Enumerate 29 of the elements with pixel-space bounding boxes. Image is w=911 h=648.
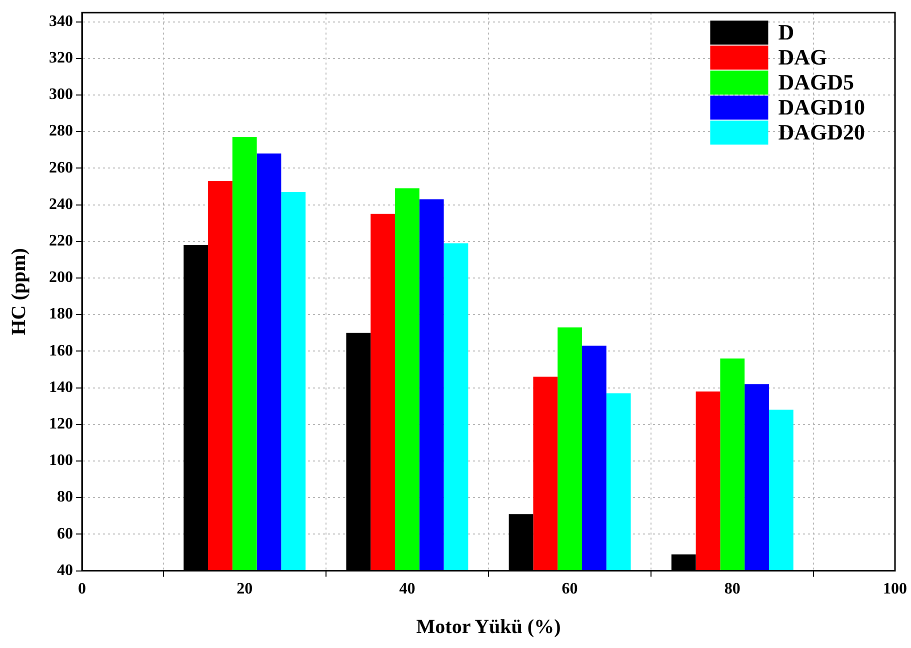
y-tick-label: 100 [49, 452, 73, 470]
y-tick-label: 280 [49, 122, 73, 140]
y-tick-label: 340 [49, 12, 73, 30]
x-tick-label: 20 [236, 580, 253, 598]
y-tick-label: 220 [49, 232, 73, 250]
x-tick-label: 40 [399, 580, 416, 598]
legend-label: DAGD20 [778, 119, 866, 144]
y-tick-label: 160 [49, 342, 73, 360]
x-tick-label: 100 [883, 580, 907, 598]
y-tick-label: 240 [49, 196, 73, 213]
legend-label: DAGD5 [778, 69, 854, 94]
y-tick-label: 140 [49, 378, 73, 396]
legend-label: DAG [778, 44, 828, 70]
x-tick-label: 80 [724, 580, 740, 598]
x-axis-title: Motor Yükü (%) [416, 616, 561, 638]
y-tick-label: 60 [57, 525, 73, 542]
legend-label: DAGD10 [778, 94, 866, 120]
y-tick-label: 120 [49, 416, 73, 433]
y-tick-label: 320 [49, 49, 73, 66]
y-tick-label: 300 [49, 86, 73, 104]
legend-label: D [778, 19, 794, 44]
x-tick-label: 0 [78, 580, 86, 598]
y-axis-title: HC (ppm) [8, 248, 30, 336]
y-tick-label: 40 [57, 562, 73, 579]
y-tick-label: 260 [49, 159, 73, 176]
y-tick-label: 200 [49, 269, 73, 286]
y-tick-label: 180 [49, 306, 73, 323]
x-tick-label: 60 [562, 580, 578, 598]
y-tick-label: 80 [57, 488, 73, 506]
